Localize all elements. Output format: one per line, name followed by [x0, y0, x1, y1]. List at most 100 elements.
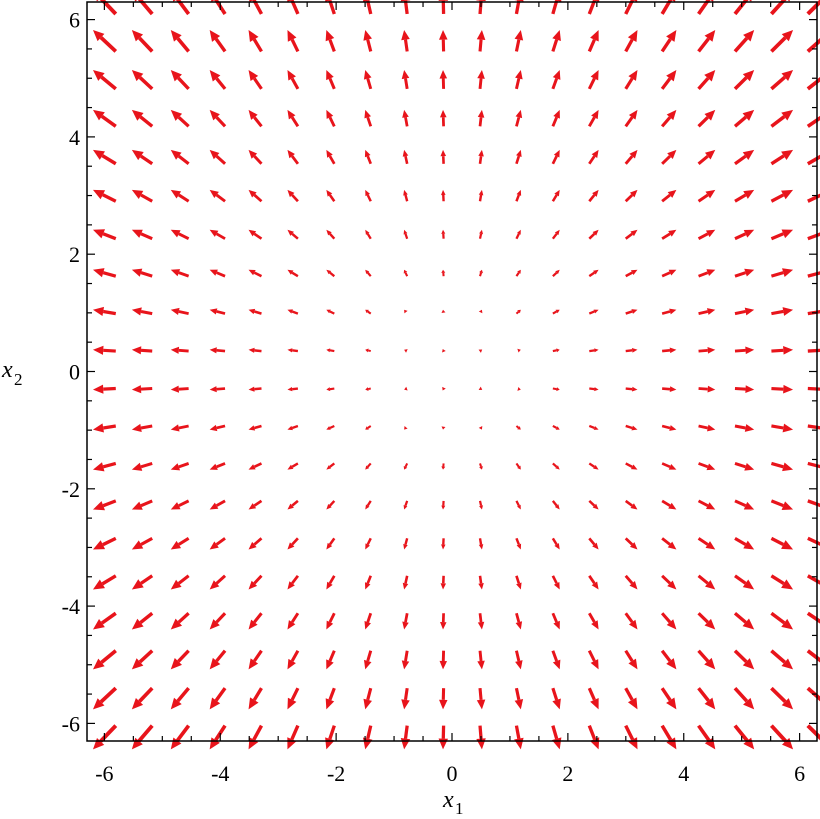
field-arrow: [551, 612, 560, 630]
field-arrow-head: [209, 149, 220, 160]
field-arrow-head: [403, 189, 408, 196]
field-arrow-head: [476, 699, 486, 710]
field-arrow-shaft: [552, 425, 558, 429]
field-arrow: [806, 76, 820, 91]
field-arrow: [589, 348, 599, 353]
field-arrow-shaft: [514, 725, 521, 739]
field-arrow-head: [401, 29, 410, 41]
field-arrow: [170, 149, 190, 166]
field-arrow: [131, 461, 153, 471]
x-tick-label: -6: [95, 761, 113, 786]
field-arrow-shaft: [328, 687, 336, 701]
field-arrow-shaft: [514, 78, 521, 90]
field-arrow-head: [592, 542, 599, 550]
field-arrow-head: [556, 348, 560, 353]
field-arrow-head: [744, 462, 755, 471]
field-arrow: [401, 650, 410, 670]
field-arrow: [515, 189, 522, 202]
field-arrow-head: [705, 541, 716, 550]
field-arrow-shaft: [404, 650, 409, 662]
field-arrow-head: [209, 269, 218, 276]
field-arrow-shaft: [291, 310, 299, 315]
field-arrow-shaft: [588, 232, 596, 240]
field-arrow: [587, 650, 599, 670]
field-arrow-shaft: [102, 309, 117, 316]
field-arrow-shaft: [478, 650, 483, 662]
field-arrow: [287, 462, 299, 470]
field-arrow: [625, 462, 638, 470]
field-arrow-head: [704, 657, 716, 670]
field-arrow-head: [209, 347, 217, 354]
field-arrow-shaft: [625, 424, 633, 430]
field-arrow-shaft: [178, 310, 189, 316]
field-arrow-head: [442, 349, 446, 353]
field-arrow-shaft: [404, 500, 409, 507]
field-arrow-head: [594, 387, 599, 392]
field-arrow-head: [131, 346, 142, 355]
field-arrow: [661, 499, 677, 510]
field-arrow: [733, 724, 755, 750]
field-arrow: [806, 115, 820, 128]
field-arrow: [551, 149, 560, 165]
field-arrow-head: [326, 426, 331, 430]
field-arrow-head: [745, 385, 755, 393]
field-arrow-head: [781, 737, 794, 750]
field-arrow-shaft: [177, 574, 190, 585]
field-arrow-shaft: [770, 232, 784, 241]
field-arrow-shaft: [366, 39, 373, 52]
field-arrow-head: [479, 505, 484, 510]
field-arrow-head: [131, 423, 142, 433]
field-arrow-head: [668, 269, 677, 276]
field-arrow-shaft: [329, 424, 335, 429]
field-arrow-head: [248, 149, 258, 159]
field-arrow-head: [742, 149, 755, 160]
field-arrow-head: [629, 542, 638, 550]
field-arrow-shaft: [99, 0, 118, 16]
field-arrow-head: [248, 347, 255, 353]
field-arrow-shaft: [478, 155, 483, 164]
field-arrow: [515, 500, 521, 510]
field-arrow-shaft: [697, 724, 711, 742]
field-arrow-shaft: [806, 724, 820, 741]
field-arrow-shaft: [215, 612, 227, 624]
field-arrow-shaft: [660, 38, 672, 53]
field-arrow-shaft: [588, 575, 596, 585]
field-arrow-head: [666, 619, 677, 630]
field-arrow-shaft: [253, 574, 263, 585]
field-arrow-head: [517, 426, 521, 430]
field-arrow: [326, 309, 335, 315]
field-arrow: [806, 574, 820, 589]
field-arrow: [660, 29, 677, 53]
field-arrow-shaft: [770, 36, 787, 53]
field-arrow-shaft: [733, 36, 749, 53]
field-arrow-head: [590, 697, 599, 710]
field-arrow: [734, 499, 755, 510]
field-arrow-head: [593, 464, 599, 470]
field-arrow-head: [131, 109, 144, 121]
field-arrow-head: [248, 464, 256, 470]
field-arrow-head: [209, 308, 218, 315]
field-arrow: [96, 0, 118, 16]
field-arrow: [326, 387, 335, 392]
field-arrow-shaft: [807, 386, 820, 391]
field-arrow-head: [401, 660, 410, 670]
field-arrow: [588, 309, 599, 315]
field-arrow: [478, 309, 483, 314]
field-arrow-shaft: [587, 687, 596, 701]
field-arrow-head: [287, 229, 294, 236]
field-arrow-head: [92, 540, 106, 550]
field-arrow-head: [326, 229, 332, 236]
field-arrow: [131, 611, 154, 630]
field-arrow-head: [515, 109, 523, 119]
field-arrow: [478, 575, 484, 590]
field-arrow-shaft: [137, 724, 154, 743]
field-arrow-shaft: [329, 500, 336, 507]
field-arrow-head: [704, 618, 716, 630]
field-arrow: [624, 687, 638, 710]
field-arrow-shaft: [140, 309, 153, 316]
field-arrow-head: [517, 504, 521, 510]
field-arrow: [552, 387, 560, 392]
field-arrow-shaft: [478, 688, 483, 700]
field-arrow-head: [706, 308, 716, 315]
field-arrow: [131, 69, 154, 91]
